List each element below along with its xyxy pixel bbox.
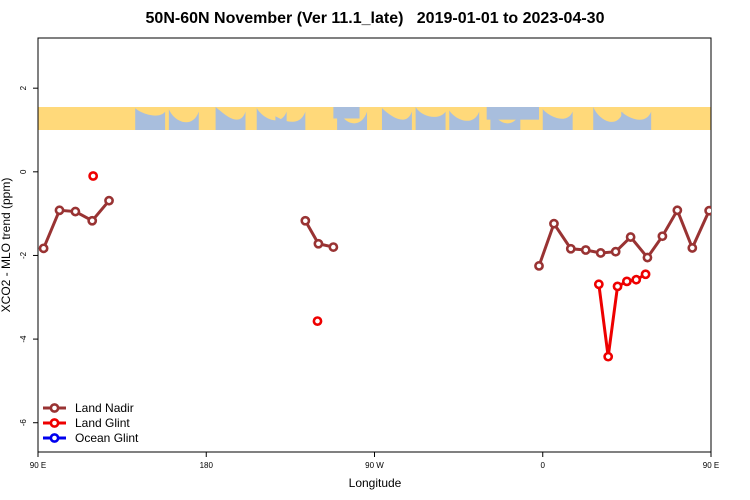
y-axis: 2 0 -2 -4 -6 [19, 85, 38, 426]
y-tick-label: -2 [19, 251, 28, 259]
legend-marker-land-glint [49, 418, 60, 428]
land-nadir-point [720, 208, 727, 215]
x-axis-label: Longitude [348, 476, 402, 490]
map-band-ocean [168, 109, 199, 130]
land-nadir-point [737, 217, 744, 224]
plot-frame [37, 37, 712, 453]
legend-label-land-nadir: Land Nadir [75, 401, 134, 415]
land-glint-point [88, 171, 99, 181]
map-band-ocean [135, 108, 166, 130]
map-band-ocean [733, 108, 750, 130]
x-axis: 90 E 180 90 W 0 90 E [30, 452, 719, 470]
land-glint-point [312, 316, 323, 327]
land-nadir-point [642, 252, 653, 263]
x-tick-label: 90 W [365, 461, 384, 470]
land-glint-point [593, 279, 604, 290]
legend-label-land-glint: Land Glint [75, 416, 130, 430]
x-tick-label: 0 [541, 461, 546, 470]
legend-marker-ocean-glint [49, 433, 60, 443]
land-nadir-point [534, 261, 544, 271]
land-nadir-point [549, 218, 559, 229]
map-band-ocean [337, 107, 368, 130]
land-nadir-point [657, 231, 668, 242]
land-glint-point [736, 172, 743, 179]
land-nadir-point [565, 243, 576, 254]
land-nadir-point [625, 232, 636, 242]
map-band-ocean [486, 107, 540, 120]
legend-label-ocean-glint: Ocean Glint [75, 431, 139, 445]
x-tick-label: 90 E [703, 461, 719, 470]
map-band-ocean [490, 107, 521, 130]
land-nadir-point [300, 215, 311, 226]
land-nadir-point [672, 205, 683, 216]
map-band-ocean [333, 107, 360, 119]
land-nadir-point [87, 215, 98, 226]
map-band-ocean [449, 110, 480, 130]
map-band-ocean [415, 107, 446, 130]
land-nadir-point [38, 243, 49, 254]
land-glint-point [631, 274, 642, 285]
chart-title: 50N-60N November (Ver 11.1_late) 2019-01… [145, 10, 605, 27]
map-band-ocean [381, 108, 412, 130]
land-nadir-point [704, 205, 711, 216]
map-band-ocean [215, 107, 246, 130]
y-tick-label: 2 [19, 85, 28, 90]
land-glint-point [640, 269, 651, 280]
land-nadir-point [70, 206, 81, 217]
land-nadir-point [54, 205, 65, 216]
series-layer [38, 171, 744, 362]
land-nadir-point [104, 195, 114, 206]
land-nadir-point [313, 238, 324, 249]
land-nadir-point [580, 245, 591, 255]
world-map-band [38, 107, 750, 130]
y-tick-label: -4 [19, 335, 28, 343]
land-glint-point [621, 276, 632, 287]
x-tick-label: 180 [200, 461, 214, 470]
map-band-ocean [542, 109, 573, 130]
land-nadir-point [595, 248, 606, 258]
land-glint-point [603, 351, 614, 362]
map-band-ocean [275, 111, 306, 130]
map-band-ocean [593, 107, 624, 130]
legend-marker-land-nadir [49, 403, 60, 413]
map-band-ocean [621, 111, 652, 130]
land-nadir-point [687, 243, 698, 253]
land-nadir-point [328, 242, 339, 252]
land-nadir-point [610, 246, 621, 257]
land-glint-point [612, 281, 623, 292]
x-tick-label: 90 E [30, 461, 46, 470]
y-tick-label: -6 [19, 419, 28, 427]
y-tick-label: 0 [19, 169, 28, 174]
